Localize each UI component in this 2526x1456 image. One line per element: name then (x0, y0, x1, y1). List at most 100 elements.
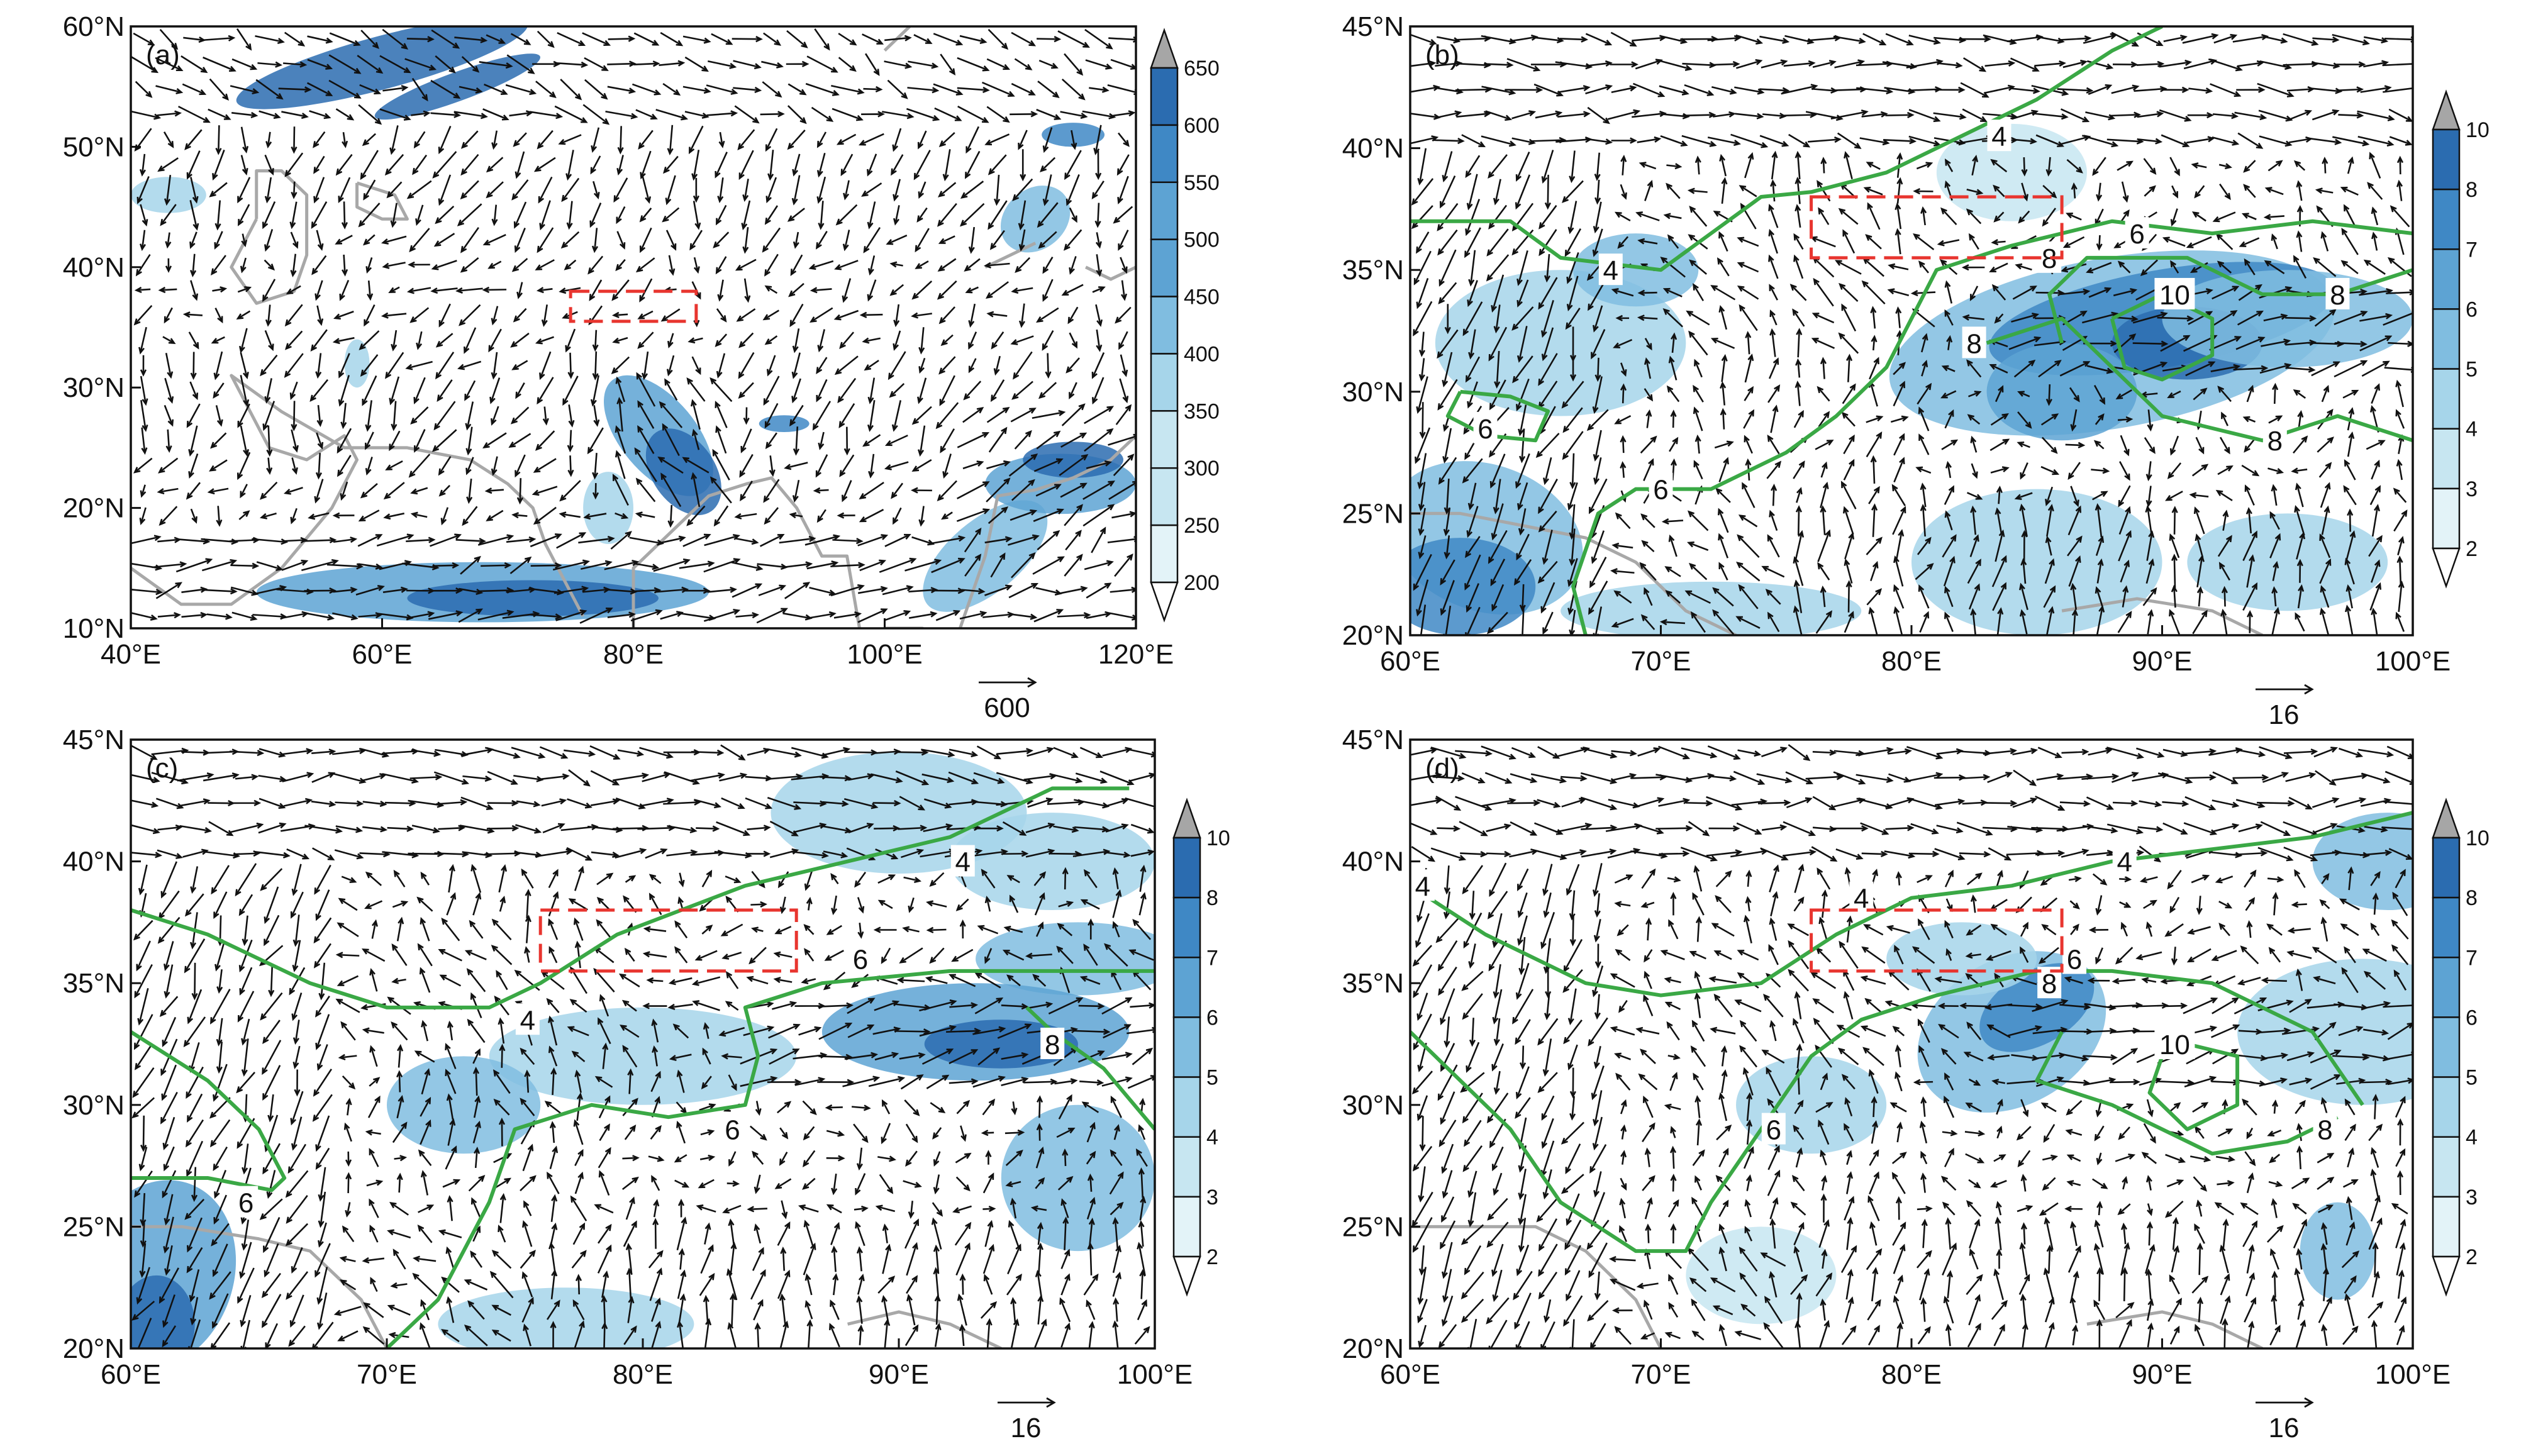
wind-arrow (1103, 1024, 1132, 1039)
wind-arrow (211, 865, 230, 895)
colorbar-label: 7 (1206, 946, 1218, 970)
wind-arrow (1436, 36, 1461, 44)
wind-arrow (810, 287, 832, 294)
wind-arrow (2341, 967, 2359, 993)
wind-arrow (1793, 460, 1805, 479)
wind-arrow (2106, 823, 2144, 835)
wind-arrow (506, 536, 537, 543)
wind-arrow (938, 131, 955, 147)
wind-arrow (165, 429, 172, 453)
wind-arrow (1566, 864, 1580, 896)
wind-arrow (2296, 559, 2303, 583)
wind-arrow (1129, 772, 1155, 782)
wind-arrow (304, 587, 337, 594)
wind-arrow (1966, 189, 1984, 196)
wind-arrow (2035, 1076, 2064, 1087)
wind-arrow (684, 111, 709, 119)
wind-arrow (358, 104, 382, 125)
wind-arrow (1564, 1245, 1581, 1276)
wind-arrow (1036, 109, 1062, 120)
wind-arrow (2246, 920, 2253, 938)
wind-arrow (2118, 485, 2131, 508)
wind-arrow (885, 610, 911, 621)
wind-arrow (2169, 435, 2179, 456)
wind-arrow (919, 999, 957, 1012)
wind-arrow (698, 1179, 715, 1189)
wind-arrow (1818, 1320, 1830, 1348)
wind-arrow (283, 797, 313, 807)
wind-arrow (408, 453, 431, 478)
wind-arrow (2341, 1250, 2360, 1269)
wind-arrow (2060, 288, 2091, 296)
wind-arrow (335, 108, 355, 121)
wind-arrow (1991, 284, 2006, 301)
wind-arrow (1659, 85, 1689, 96)
wind-arrow (1072, 1028, 1111, 1035)
wind-arrow (1794, 1320, 1801, 1348)
wind-arrow (1086, 460, 1112, 469)
shade-region (489, 1007, 797, 1105)
wind-arrow (2242, 582, 2257, 611)
wind-arrow (1660, 135, 1688, 147)
wind-arrow (1037, 1294, 1044, 1325)
wind-arrow (1544, 1299, 1552, 1323)
wind-arrow (2391, 919, 2409, 940)
wind-arrow (411, 110, 431, 117)
wind-arrow (2263, 1052, 2289, 1060)
wind-arrow (1770, 179, 1777, 202)
wind-arrow (541, 798, 567, 807)
wind-arrow (1767, 534, 1780, 558)
wind-arrow (1485, 110, 1513, 121)
wind-arrow (735, 537, 759, 545)
wind-arrow (1058, 901, 1074, 908)
wind-arrow (1416, 579, 1429, 617)
wind-arrow (1561, 1174, 1584, 1194)
wind-arrow (1535, 110, 1563, 119)
y-tick-label: 45°N (1342, 11, 1404, 42)
wind-arrow (2166, 1179, 2184, 1187)
wind-arrow (1718, 1323, 1727, 1347)
wind-arrow (464, 950, 487, 960)
wind-arrow (1005, 1149, 1023, 1166)
wind-arrow (2189, 492, 2209, 499)
wind-arrow (135, 81, 153, 98)
wind-arrow (1896, 1321, 1903, 1348)
wind-arrow (560, 231, 580, 249)
wind-arrow (1469, 1018, 1476, 1047)
wind-arrow (1444, 865, 1450, 895)
wind-arrow (1486, 850, 1511, 858)
y-tick-label: 20°N (1342, 1333, 1404, 1364)
wind-arrow (607, 611, 637, 618)
wind-arrow (1411, 1070, 1433, 1095)
wind-arrow (2196, 1296, 2204, 1323)
wind-arrow (2169, 896, 2180, 914)
wind-arrow (2245, 897, 2256, 911)
wind-arrow (550, 1269, 558, 1299)
wind-arrow (830, 1299, 840, 1320)
wind-arrow (460, 130, 479, 149)
wind-arrow (1060, 1273, 1071, 1296)
wind-arrow (2106, 138, 2144, 145)
wind-arrow (1745, 869, 1752, 887)
wind-arrow (1684, 84, 1715, 96)
wind-arrow (1841, 1325, 1857, 1345)
wind-arrow (1437, 1064, 1458, 1101)
wind-arrow (937, 280, 957, 300)
wind-arrow (1966, 208, 1982, 225)
wind-arrow (668, 255, 676, 276)
colorbar-label: 600 (1184, 114, 1220, 138)
colorbar-label: 450 (1184, 286, 1220, 309)
wind-arrow (333, 587, 358, 594)
colorbar-segment (2432, 128, 2461, 191)
wind-arrow (1761, 824, 1788, 831)
wind-arrow (988, 426, 1008, 453)
wind-arrow (857, 897, 865, 914)
wind-arrow (937, 203, 957, 227)
wind-arrow (627, 1068, 634, 1094)
wind-arrow (664, 771, 700, 785)
wind-arrow (1633, 823, 1664, 835)
wind-arrow (1715, 487, 1731, 503)
wind-arrow (1079, 1079, 1104, 1086)
wind-arrow (803, 1126, 815, 1141)
wind-arrow (660, 31, 684, 47)
